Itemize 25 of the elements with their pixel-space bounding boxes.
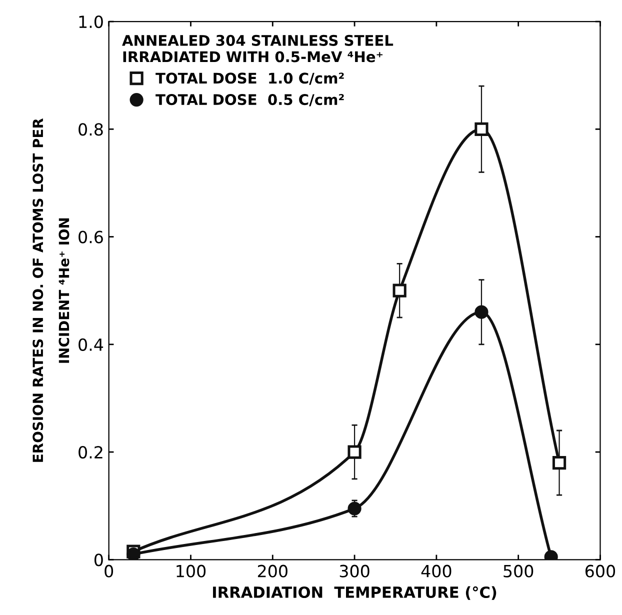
point <box>474 122 488 136</box>
x-tick-label: 100 <box>176 564 206 578</box>
point <box>474 305 488 319</box>
legend-label: TOTAL DOSE 1.0 C/cm² <box>156 72 344 85</box>
y-tick-label: 0.2 <box>78 446 102 459</box>
y-tick-label: 0.8 <box>78 123 103 136</box>
x-tick-label: 300 <box>340 564 370 578</box>
point <box>552 456 566 470</box>
y-tick-label: 0.4 <box>78 338 104 351</box>
point <box>392 284 406 298</box>
y-tick-label: 0.6 <box>78 230 103 244</box>
y-axis-title: EROSION RATES IN NO. OF ATOMS LOST PER INCIDENT ⁴He⁺ ION <box>32 118 70 462</box>
x-axis-title: IRRADIATION TEMPERATURE (°C) <box>213 586 496 600</box>
point <box>348 502 362 516</box>
x-tick-label: 500 <box>504 564 534 578</box>
x-tick-label: 600 <box>585 564 616 578</box>
x-tick-label: 400 <box>421 564 452 578</box>
point <box>348 445 362 459</box>
legend-title: ANNEALED 304 STAINLESS STEEL IRRADIATED WITH 0.5-MeV ⁴He⁺ <box>122 34 394 62</box>
y-tick-label: 1.0 <box>79 15 103 28</box>
legend-label: TOTAL DOSE 0.5 C/cm² <box>156 94 344 106</box>
y-tick-label: 0 <box>94 554 103 566</box>
point <box>126 547 140 560</box>
x-tick-label: 200 <box>258 564 288 578</box>
x-tick-label: 0 <box>104 564 114 578</box>
